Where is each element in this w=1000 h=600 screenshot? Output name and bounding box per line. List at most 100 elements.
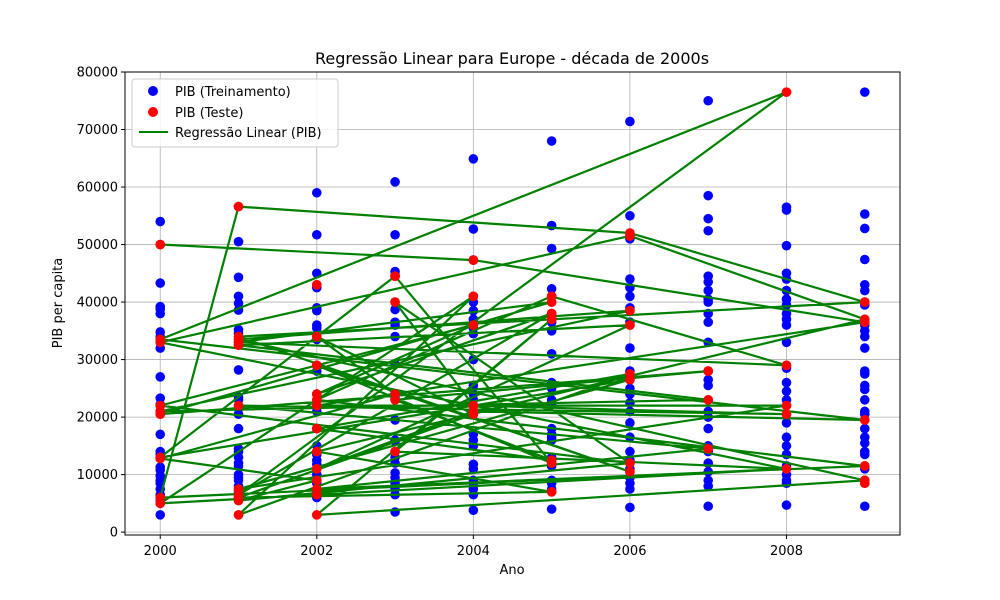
y-tick-label: 10000 — [77, 468, 118, 483]
data-point — [468, 464, 479, 474]
data-point — [781, 320, 792, 330]
data-point — [781, 418, 792, 428]
x-tick-label: 2006 — [613, 544, 646, 559]
data-point — [781, 441, 792, 451]
data-point — [859, 369, 870, 379]
data-point — [390, 229, 400, 240]
data-point — [233, 423, 244, 434]
data-point — [390, 395, 400, 405]
data-point — [781, 432, 792, 443]
data-point — [625, 343, 635, 353]
data-point — [859, 478, 870, 489]
data-point — [859, 449, 870, 460]
data-point — [703, 285, 714, 296]
data-point — [233, 400, 244, 411]
data-point — [781, 240, 792, 251]
data-point — [311, 446, 322, 457]
data-point — [703, 225, 714, 236]
data-point — [468, 320, 479, 330]
y-tick-label: 70000 — [77, 123, 118, 138]
data-point — [311, 187, 322, 198]
data-point — [625, 374, 635, 385]
y-tick-label: 60000 — [77, 181, 118, 196]
data-point — [781, 377, 792, 388]
data-point — [155, 498, 166, 509]
data-point — [703, 423, 714, 434]
data-point — [781, 337, 792, 348]
y-tick-label: 40000 — [77, 296, 118, 311]
data-point — [859, 297, 870, 307]
data-point — [468, 409, 479, 420]
data-point — [311, 510, 322, 520]
chart-title: Regressão Linear para Europe - década de… — [315, 49, 709, 68]
data-point — [781, 360, 792, 371]
legend-label-regression: Regressão Linear (PIB) — [175, 126, 322, 141]
data-point — [703, 481, 714, 491]
axes-frame — [124, 71, 901, 536]
data-point — [233, 298, 244, 309]
data-point — [155, 239, 166, 250]
data-point — [625, 231, 635, 241]
data-point — [625, 484, 635, 494]
data-point — [859, 343, 870, 353]
data-point — [233, 291, 244, 302]
data-point — [155, 429, 166, 440]
data-point — [703, 501, 714, 512]
data-point — [781, 409, 792, 420]
data-point — [155, 216, 166, 227]
y-axis-label: PIB per capita — [51, 258, 66, 349]
data-point — [859, 87, 870, 97]
x-tick-label: 2002 — [300, 544, 333, 559]
data-point — [625, 466, 635, 477]
data-point — [468, 154, 479, 164]
data-point — [859, 209, 870, 219]
data-point — [233, 340, 244, 350]
data-point — [468, 489, 479, 500]
data-point — [155, 278, 166, 288]
legend-label-test: PIB (Teste) — [175, 106, 243, 121]
data-point — [233, 201, 244, 212]
data-point — [781, 386, 792, 397]
x-tick-label: 2000 — [144, 544, 177, 559]
data-point — [233, 365, 244, 375]
data-point — [625, 291, 635, 302]
data-point — [625, 116, 635, 127]
data-point — [311, 464, 322, 474]
x-tick-label: 2008 — [770, 544, 803, 559]
legend-marker-train — [148, 86, 158, 96]
data-point — [311, 280, 322, 290]
data-point — [468, 291, 479, 302]
data-point — [859, 223, 870, 234]
data-point — [155, 372, 166, 382]
data-point — [625, 210, 635, 221]
data-point — [703, 380, 714, 391]
data-point — [703, 190, 714, 201]
data-point — [546, 297, 557, 307]
data-point — [859, 461, 870, 471]
data-point — [311, 475, 322, 486]
data-point — [390, 304, 400, 315]
data-point — [546, 504, 557, 514]
data-point — [859, 384, 870, 395]
data-point — [859, 254, 870, 265]
data-point — [703, 297, 714, 307]
data-point — [703, 443, 714, 454]
data-point — [703, 95, 714, 106]
legend-box — [131, 78, 339, 148]
data-point — [233, 495, 244, 506]
data-point — [233, 272, 244, 283]
data-point — [311, 323, 322, 333]
data-point — [703, 213, 714, 224]
data-point — [546, 314, 557, 325]
legend: PIB (Treinamento) PIB (Teste) Regressão … — [131, 78, 339, 148]
data-point — [625, 418, 635, 428]
data-point — [390, 177, 400, 187]
data-point — [546, 284, 557, 294]
y-tick-label: 0 — [110, 526, 118, 541]
legend-marker-test — [148, 107, 158, 117]
y-tick-label: 20000 — [77, 411, 118, 426]
data-point — [311, 423, 322, 434]
data-point — [859, 438, 870, 448]
data-point — [155, 453, 166, 464]
